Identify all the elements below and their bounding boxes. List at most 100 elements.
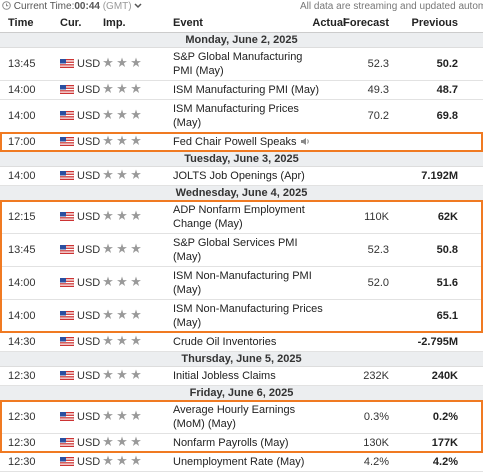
- time: 13:45: [8, 244, 36, 256]
- event-text: ISM Manufacturing PMI (May): [173, 84, 320, 96]
- currency: USD: [59, 411, 101, 423]
- previous: 51.6: [436, 277, 458, 289]
- currency: USD: [59, 84, 100, 96]
- event-name[interactable]: ISM Non-Manufacturing Prices (May): [173, 300, 323, 332]
- us-flag: [59, 211, 75, 222]
- currency: USD: [59, 136, 100, 148]
- event-text: S&P Global Services PMI (May): [173, 237, 298, 263]
- us-flag: [59, 110, 75, 121]
- forecast: 130K: [363, 437, 389, 449]
- forecast: 232K: [363, 370, 389, 382]
- current-time[interactable]: Current Time:00:44 (GMT): [2, 1, 142, 12]
- event-text: ADP Nonfarm Employment Change (May): [173, 204, 305, 230]
- day-header: Thursday, June 5, 2025: [0, 352, 483, 367]
- event-name[interactable]: ISM Manufacturing Prices (May): [173, 100, 323, 132]
- event-name[interactable]: Initial Jobless Claims: [173, 367, 323, 385]
- event-row[interactable]: 14:00 USD ISM Manufacturing PMI (May) 49.3 4…: [0, 81, 483, 100]
- importance-stars: [103, 335, 141, 345]
- event-row[interactable]: 13:45 USD S&P Global Manufacturing PMI (Ma…: [0, 48, 483, 81]
- currency-code: USD: [77, 370, 101, 382]
- previous: 48.7: [436, 84, 458, 96]
- currency-code: USD: [77, 110, 101, 122]
- event-name[interactable]: Unemployment Rate (May): [173, 453, 323, 471]
- event-name[interactable]: Crude Oil Inventories: [173, 333, 323, 351]
- us-flag: [59, 136, 75, 147]
- forecast: 52.3: [367, 244, 389, 256]
- event-row[interactable]: 17:00 USD Fed Chair Powell Speaks: [0, 133, 483, 152]
- timezone: (GMT): [102, 1, 132, 12]
- importance: [103, 57, 143, 71]
- time: 17:00: [8, 136, 36, 148]
- event-text: S&P Global Manufacturing PMI (May): [173, 51, 303, 77]
- currency: USD: [59, 211, 100, 223]
- importance-stars: [103, 410, 141, 420]
- importance: [103, 455, 143, 469]
- currency-code: USD: [77, 244, 101, 256]
- chevron: [134, 3, 142, 9]
- time: 12:15: [8, 211, 36, 223]
- event-row[interactable]: 14:30 USD Crude Oil Inventories -2.795M: [0, 333, 483, 352]
- event-row[interactable]: 12:15 USD ADP Nonfarm Employment Change (M…: [0, 201, 483, 234]
- column-header: Time: [8, 17, 34, 29]
- us-flag: [59, 244, 75, 255]
- previous: 65.1: [436, 310, 458, 322]
- us-flag: [59, 411, 75, 422]
- event-row[interactable]: 14:00 USD ISM Non-Manufacturing Prices (Ma…: [0, 300, 483, 333]
- time-value: 00:44: [74, 1, 100, 12]
- event-name[interactable]: S&P Global Manufacturing PMI (May): [173, 48, 323, 80]
- importance-stars: [103, 135, 141, 145]
- event-text: Initial Jobless Claims: [173, 370, 276, 382]
- event-row[interactable]: 12:30 USD Nonfarm Payrolls (May) 130K 177K: [0, 434, 483, 453]
- importance-stars: [103, 436, 141, 446]
- time: 14:00: [8, 310, 36, 322]
- event-name[interactable]: JOLTS Job Openings (Apr): [173, 167, 323, 185]
- currency: USD: [59, 110, 101, 122]
- event-row[interactable]: 14:00 USD JOLTS Job Openings (Apr) 7.192M: [0, 167, 483, 186]
- time: 13:45: [8, 58, 36, 70]
- event-text: Crude Oil Inventories: [173, 336, 277, 348]
- currency-code: USD: [77, 411, 101, 423]
- currency-code: USD: [77, 437, 101, 449]
- event-row[interactable]: 12:30 USD Initial Jobless Claims 232K 240K: [0, 367, 483, 386]
- event-row[interactable]: 12:30 USD Average Hourly Earnings (MoM) (M…: [0, 401, 483, 434]
- column-header: Previous: [411, 17, 458, 29]
- event-row[interactable]: 12:30 USD Unemployment Rate (May) 4.2% 4.2%: [0, 453, 483, 472]
- table-header: Time Cur. Imp. Event Actual Forecast Previous: [0, 14, 483, 33]
- event-name[interactable]: Nonfarm Payrolls (May): [173, 434, 323, 452]
- event-row[interactable]: 13:45 USD S&P Global Services PMI (May) 52.…: [0, 234, 483, 267]
- currency-code: USD: [77, 456, 101, 468]
- day-header: Friday, June 6, 2025: [0, 386, 483, 401]
- event-name[interactable]: S&P Global Services PMI (May): [173, 234, 323, 266]
- event-text: Fed Chair Powell Speaks: [173, 136, 297, 148]
- time: 14:00: [8, 84, 36, 96]
- importance: [103, 369, 143, 383]
- previous: 0.2%: [432, 411, 458, 423]
- column-header: Actual: [312, 17, 346, 29]
- currency-code: USD: [77, 58, 101, 70]
- time: 12:30: [8, 456, 36, 468]
- speaker-icon: [300, 138, 309, 145]
- us-flag: [59, 310, 75, 321]
- event-row[interactable]: 14:00 USD ISM Manufacturing Prices (May) 70…: [0, 100, 483, 133]
- importance: [103, 335, 143, 349]
- event-name[interactable]: ISM Non-Manufacturing PMI (May): [173, 267, 323, 299]
- importance: [103, 210, 143, 224]
- previous: 50.2: [436, 58, 458, 70]
- event-name[interactable]: Average Hourly Earnings (MoM) (May): [173, 401, 323, 433]
- importance-stars: [103, 57, 141, 67]
- day-header: Tuesday, June 3, 2025: [0, 152, 483, 167]
- importance-stars: [103, 83, 141, 93]
- importance-stars: [103, 309, 141, 319]
- currency-code: USD: [77, 277, 101, 289]
- event-row[interactable]: 14:00 USD ISM Non-Manufacturing PMI (May) 5…: [0, 267, 483, 300]
- event-name[interactable]: ADP Nonfarm Employment Change (May): [173, 201, 323, 233]
- column-header: Cur.: [60, 17, 82, 29]
- time-label: Current Time:: [13, 1, 75, 12]
- importance: [103, 309, 143, 323]
- forecast: 52.0: [367, 277, 389, 289]
- event-name[interactable]: ISM Manufacturing PMI (May): [173, 81, 323, 99]
- importance: [103, 410, 143, 424]
- currency: USD: [59, 58, 101, 70]
- previous: 4.2%: [432, 456, 458, 468]
- event-name[interactable]: Fed Chair Powell Speaks: [173, 133, 323, 151]
